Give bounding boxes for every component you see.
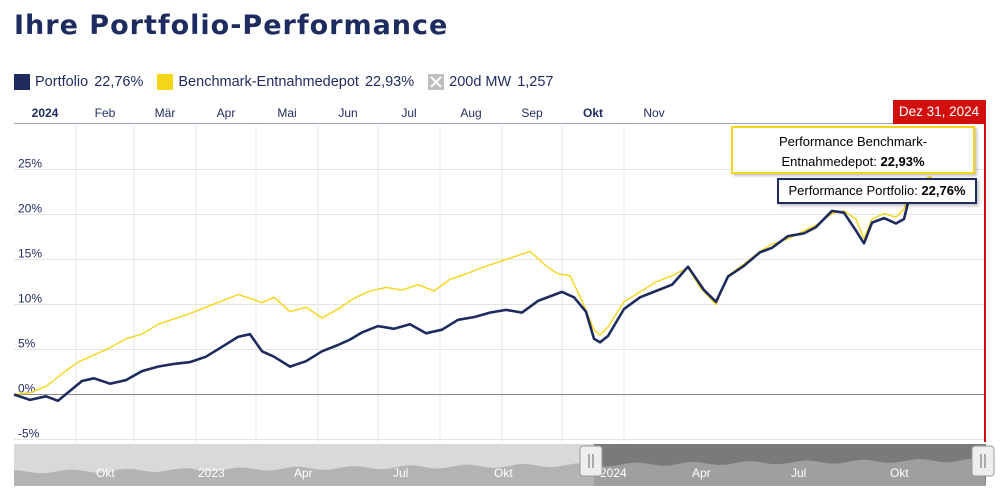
y-tick-label: 15% <box>18 247 42 261</box>
navigator-label: 2024 <box>600 466 627 480</box>
x-tick-label: Apr <box>217 106 236 120</box>
navigator-labels: Okt 2023 Apr Jul Okt 2024 Apr Jul Okt <box>96 466 909 480</box>
tooltip-benchmark: Performance Benchmark- Entnahmedepot: 22… <box>731 126 975 174</box>
x-tick-label: Jul <box>401 106 416 120</box>
benchmark-swatch-icon <box>157 74 174 90</box>
tooltip-portfolio: Performance Portfolio: 22,76% <box>777 178 977 204</box>
navigator-label: 2023 <box>198 466 225 480</box>
tooltip-portfolio-value: 22,76% <box>921 183 966 198</box>
navigator-label: Okt <box>96 466 115 480</box>
series-group <box>13 176 947 403</box>
legend-value-portfolio: 22,76% <box>94 74 144 90</box>
portfolio-swatch-icon <box>14 74 30 90</box>
tooltip-benchmark-value: 22,93% <box>880 154 925 169</box>
x-tick-label: Mai <box>277 106 296 120</box>
y-tick-label: 20% <box>18 202 42 216</box>
navigator-label: Okt <box>890 466 909 480</box>
navigator-handle-right[interactable] <box>971 445 995 477</box>
tooltip-portfolio-label: Performance Portfolio: <box>788 183 918 198</box>
crosshair-date-label: Dez 31, 2024 <box>893 100 985 124</box>
legend: Portfolio 22,76% Benchmark-Entnahmedepot… <box>14 72 568 92</box>
chart-title: Ihre Portfolio-Performance <box>14 10 449 41</box>
x-tick-label: Okt <box>583 106 603 120</box>
navigator-label: Jul <box>791 466 806 480</box>
navigator-label: Okt <box>494 466 513 480</box>
x-gridlines <box>75 126 625 442</box>
legend-label-benchmark: Benchmark-Entnahmedepot <box>178 74 359 90</box>
legend-value-benchmark: 22,93% <box>364 74 415 90</box>
tooltip-benchmark-title: Performance Benchmark- <box>778 134 928 149</box>
y-tick-label: 25% <box>18 157 42 171</box>
legend-label-200d-mw: 200d MW <box>449 74 512 90</box>
x-tick-label: Sep <box>521 106 543 120</box>
legend-item-portfolio[interactable]: Portfolio 22,76% <box>14 74 143 90</box>
legend-item-200d-mw[interactable]: 200d MW 1,257 <box>428 74 554 90</box>
y-tick-label: 10% <box>18 292 42 306</box>
x-square-icon <box>428 74 445 90</box>
y-tick-label: -5% <box>18 427 40 441</box>
x-tick-label: Feb <box>95 106 116 120</box>
x-tick-label: Jun <box>338 106 357 120</box>
legend-item-benchmark[interactable]: Benchmark-Entnahmedepot 22,93% <box>157 74 414 90</box>
navigator-label: Apr <box>692 466 711 480</box>
navigator-label: Apr <box>294 466 313 480</box>
x-tick-label: Aug <box>460 106 481 120</box>
x-tick-label: Mär <box>155 106 176 120</box>
navigator[interactable]: Okt 2023 Apr Jul Okt 2024 Apr Jul Okt <box>14 444 995 486</box>
y-axis-ticks: 25%20%15%10%5%0%-5% <box>18 157 42 441</box>
navigator-handle-left[interactable] <box>579 445 603 477</box>
x-tick-label: Nov <box>643 106 664 120</box>
navigator-label: Jul <box>393 466 408 480</box>
legend-value-200d-mw: 1,257 <box>517 74 554 90</box>
portfolio-line <box>13 182 947 403</box>
y-tick-label: 5% <box>18 337 36 351</box>
x-axis-ticks: 2024 Feb Mär Apr Mai Jun Jul Aug Sep Okt Nov <box>32 106 665 120</box>
navigator-area <box>14 458 986 486</box>
tooltip-benchmark-label: Entnahmedepot: <box>781 154 877 169</box>
x-tick-label: 2024 <box>32 106 59 120</box>
legend-label-portfolio: Portfolio <box>35 74 89 90</box>
